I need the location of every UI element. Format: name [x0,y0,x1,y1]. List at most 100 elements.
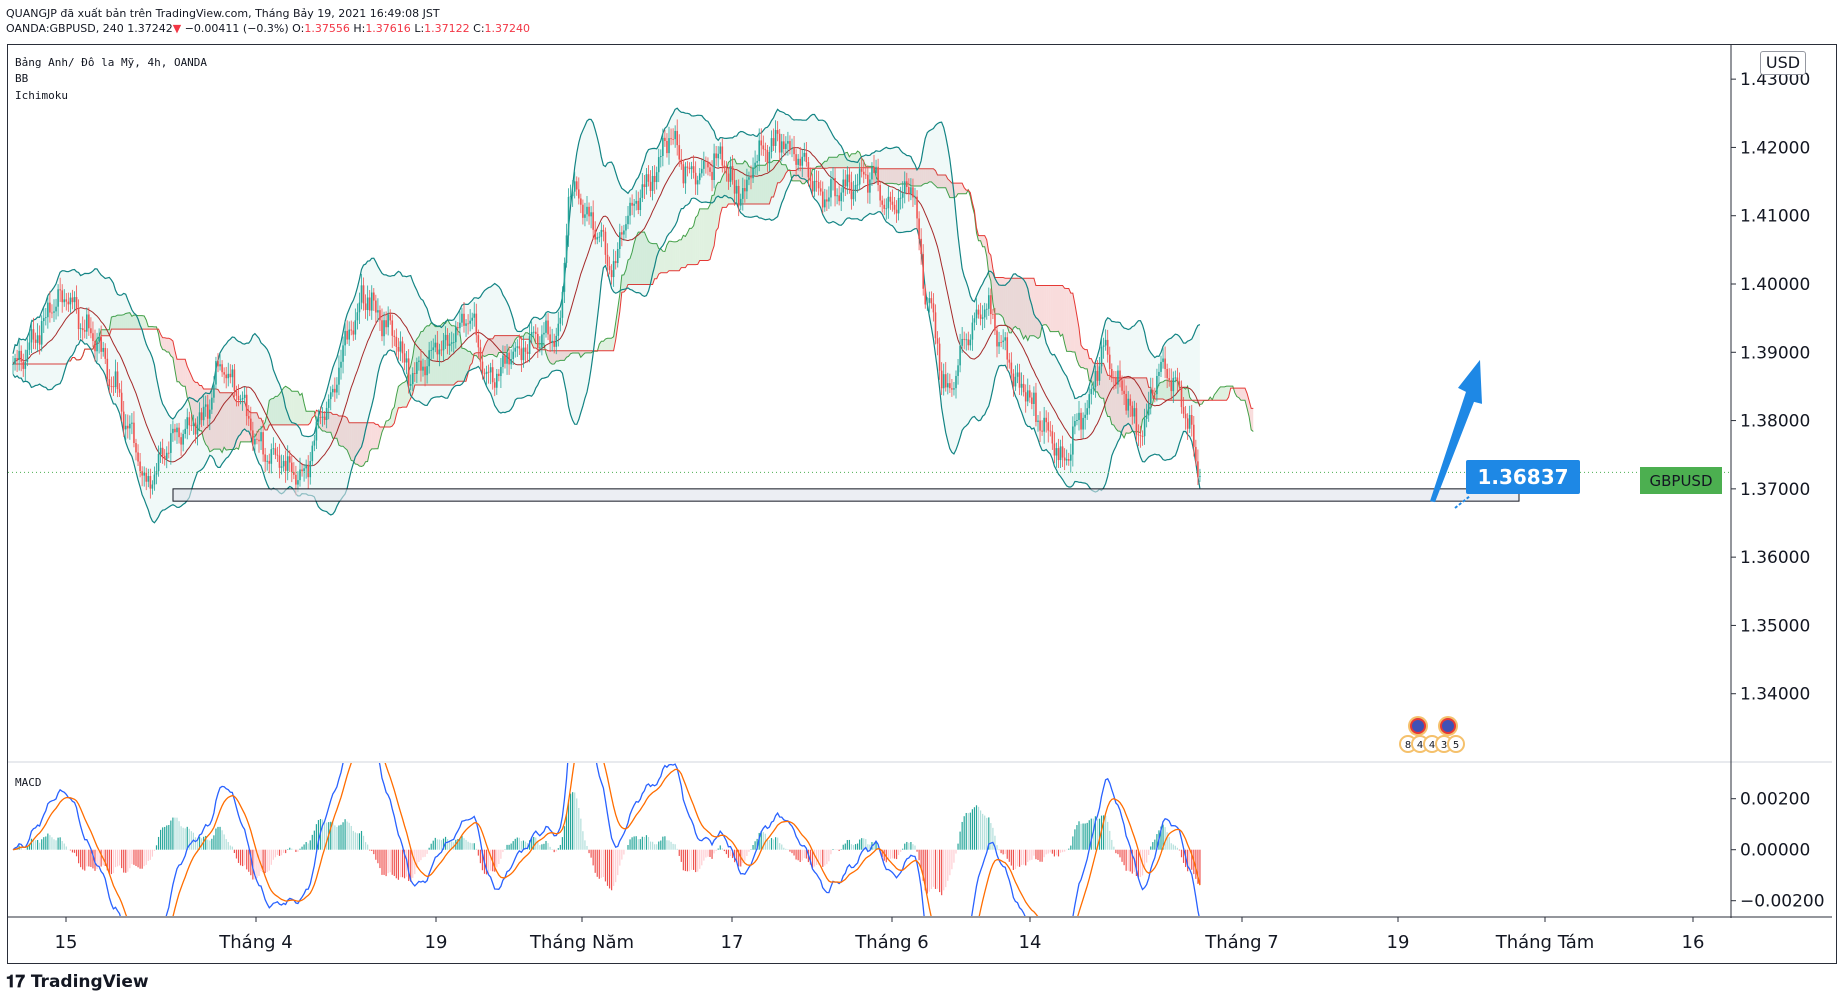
legend-ichimoku[interactable]: Ichimoku [15,89,68,102]
cloud-segment [800,168,803,184]
candle [516,339,519,357]
price-tick-label: 1.35000 [1740,616,1810,636]
candle [801,149,804,178]
candle-body [668,138,670,154]
cloud-segment [224,392,227,451]
candle [221,360,223,377]
candle-body [182,433,184,445]
cloud-segment [1025,278,1028,341]
support-zone[interactable] [172,488,1520,502]
cloud-segment [390,409,393,428]
candle [850,171,853,210]
cloud-segment [826,157,829,169]
candle-body [1135,408,1138,435]
candle-body [379,310,381,321]
candle [145,467,148,491]
cloud-segment [904,168,907,184]
candle-body [459,322,461,329]
candle-body [452,342,455,344]
candle-body [803,152,806,157]
candle [705,156,707,174]
candle-body [660,155,662,158]
candle [543,322,545,346]
candle [323,411,326,425]
candle-body [420,360,422,371]
candle-body [1053,443,1056,456]
candle [282,455,285,472]
cloud-segment [164,337,167,353]
price-pane[interactable] [12,107,1254,524]
candle [616,242,619,268]
candle [424,359,426,387]
time-tick-label: Tháng Năm [529,932,634,953]
candle-body [116,371,119,390]
cloud-segment [1074,304,1077,360]
candle-body [471,317,473,321]
cloud-segment [267,400,270,431]
candle-body [680,159,683,165]
candle-body [926,302,929,305]
candle-body [170,433,172,453]
candle [1016,363,1019,384]
candle-body [990,295,992,315]
candle [657,148,660,183]
candle [641,172,644,203]
cloud-segment [962,183,965,194]
close-value: 1.37240 [484,22,531,35]
candle-body [457,326,459,329]
cloud-segment [400,382,403,408]
cloud-segment [351,422,354,462]
cloud-segment [1161,381,1164,399]
candle [627,206,629,230]
candle-body [1147,403,1150,416]
up-arrow-annotation[interactable] [1430,359,1482,503]
macd-pane[interactable] [12,694,1201,1001]
candle-body [1082,417,1084,430]
candle-body [75,297,78,310]
candle-body [141,471,143,476]
candle-body [362,285,365,304]
price-tick-label: 1.43000 [1740,70,1810,90]
candle-body [276,454,279,456]
candle [739,193,742,210]
candle-body [180,437,182,445]
candle [245,387,248,426]
candle [448,332,451,356]
candle-body [53,311,55,313]
candle [483,368,486,379]
candle-body [752,167,754,179]
candle [467,314,469,335]
tradingview-logo[interactable]: 𝟏𝟕 TradingView [6,972,149,992]
cloud-segment [779,160,782,183]
cloud-segment [912,168,915,186]
price-callout[interactable]: 1.36837 [1454,460,1580,509]
legend-macd[interactable]: MACD [15,776,42,789]
candle-body [469,320,471,324]
candle-body [815,180,818,182]
cloud-segment [1175,379,1178,401]
candle-body [356,312,359,321]
candle [803,142,806,162]
candle-body [824,199,826,208]
candle-body [981,317,984,319]
legend-bb[interactable]: BB [15,72,29,85]
candle-body [696,180,699,185]
candle-body [916,196,918,219]
candle-body [340,361,342,368]
candle [272,437,275,455]
cloud-segment [644,231,647,285]
cloud-segment [306,411,309,425]
candle [600,222,603,248]
candle-body [143,472,145,476]
candle-body [266,460,268,462]
candle [247,405,250,427]
candle-body [750,177,752,179]
candle [1012,369,1015,397]
candle-body [375,300,377,313]
candle [742,177,744,211]
cloud-segment [234,398,237,450]
currency-button[interactable]: USD [1760,51,1806,75]
candle [1143,408,1146,445]
